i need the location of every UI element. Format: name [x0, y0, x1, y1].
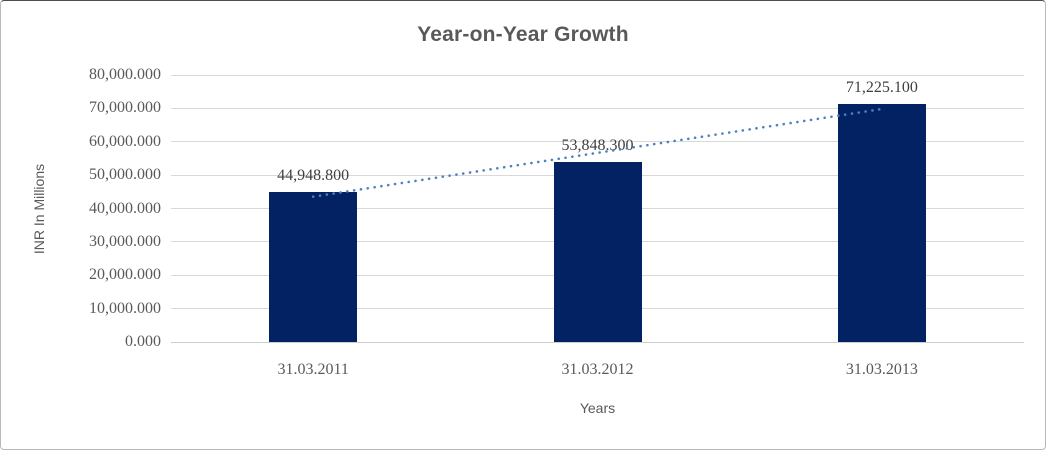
- bar: [269, 191, 358, 342]
- trendline: [311, 107, 884, 198]
- bar: [553, 162, 642, 342]
- y-tick-label: 60,000.000: [89, 132, 161, 150]
- x-axis-tick-labels: 31.03.2011 31.03.2012 31.03.2013: [171, 361, 1024, 383]
- bar-value-label: 53,848.300: [561, 137, 634, 155]
- y-tick-label: 80,000.000: [89, 66, 161, 83]
- plot-area: 44,948.800 53,848.300 71,225.100: [171, 74, 1024, 343]
- y-tick-label: 70,000.000: [89, 99, 161, 117]
- y-tick-label: 20,000.000: [89, 266, 161, 284]
- x-tick-label: 31.03.2013: [845, 361, 918, 378]
- x-tick-label: 31.03.2011: [277, 361, 349, 378]
- bar-value-label: 71,225.100: [845, 79, 918, 97]
- chart-title: Year-on-Year Growth: [417, 23, 629, 46]
- x-axis-line: [171, 341, 1024, 343]
- y-tick-label: 30,000.000: [89, 232, 161, 250]
- gridline: [171, 141, 1024, 143]
- x-axis-title: Years: [579, 400, 616, 416]
- y-tick-label: 10,000.000: [89, 299, 161, 317]
- x-tick-label: 31.03.2012: [561, 361, 634, 378]
- gridline: [171, 74, 1024, 76]
- y-tick-label: 40,000.000: [89, 199, 161, 217]
- bar-value-label: 44,948.800: [277, 166, 350, 184]
- y-axis-tick-labels: 0.000 10,000.000 20,000.000 30,000.000 40,00…: [1, 67, 161, 350]
- gridline: [171, 107, 1024, 109]
- bar: [837, 104, 926, 342]
- y-tick-label: 50,000.000: [89, 166, 161, 184]
- y-tick-label: 0.000: [125, 333, 161, 350]
